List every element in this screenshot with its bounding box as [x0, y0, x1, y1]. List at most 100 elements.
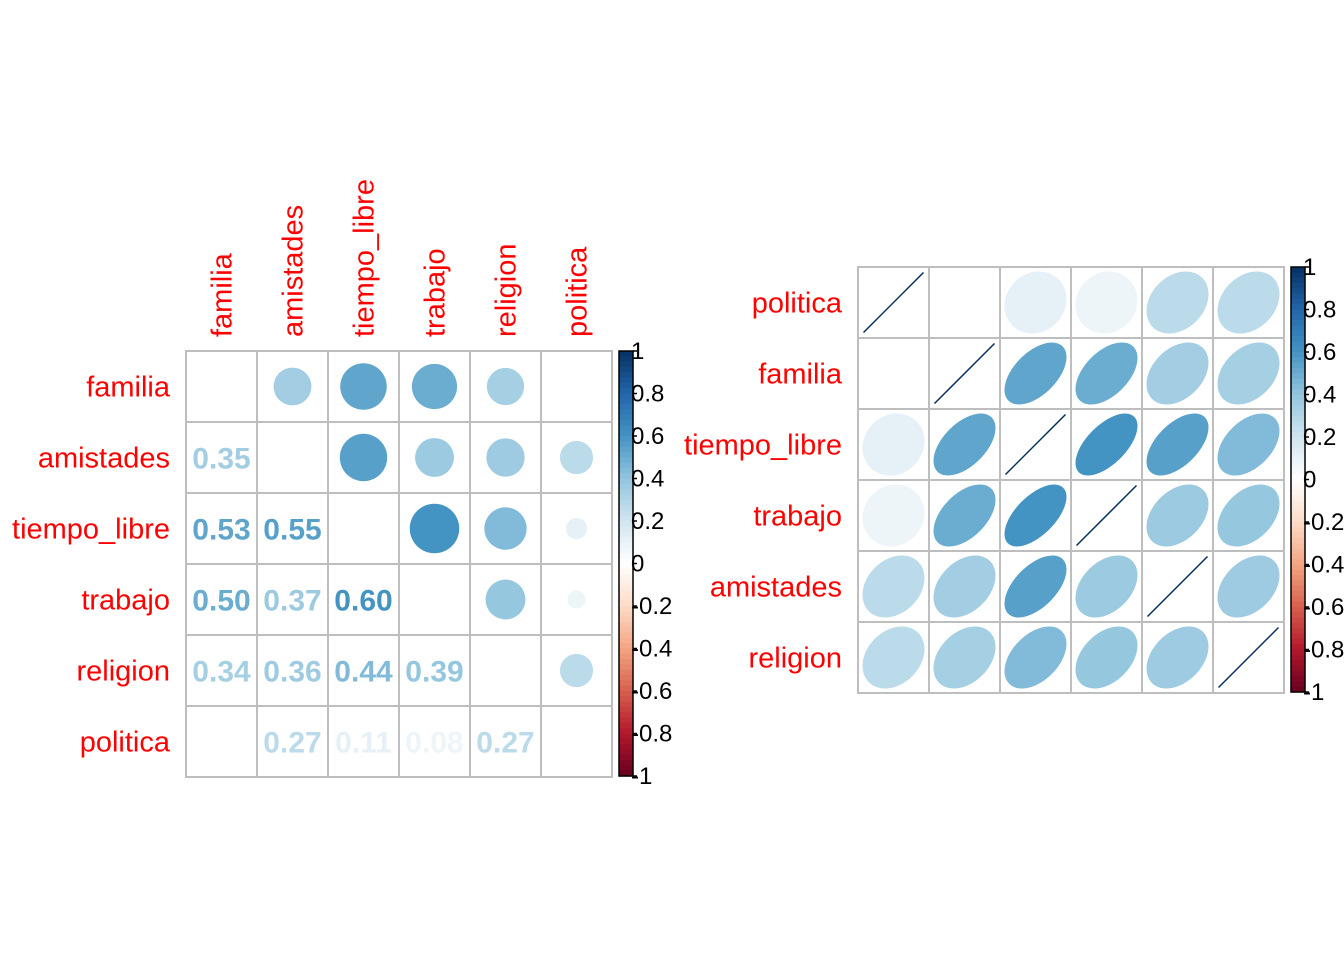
right-colorbar-segment	[1291, 484, 1305, 491]
left-colorbar-segment	[619, 552, 633, 559]
left-colorbar-segment	[619, 393, 633, 400]
right-colorbar-tick-label: 0.6	[1303, 339, 1336, 366]
left-grid-cell	[256, 421, 329, 494]
right-colorbar-segment	[1291, 325, 1305, 332]
left-colorbar-segment	[619, 366, 633, 373]
right-colorbar-segment	[1291, 686, 1305, 693]
left-circle-amistades-trabajo	[415, 438, 454, 477]
left-colorbar-segment	[619, 377, 633, 384]
right-colorbar-segment	[1291, 447, 1305, 454]
right-row-label: familia	[758, 359, 843, 391]
right-colorbar-segment	[1291, 346, 1305, 353]
left-grid-cell	[469, 705, 542, 778]
right-colorbar-segment	[1291, 298, 1305, 305]
left-colorbar-segment	[619, 675, 633, 681]
right-colorbar-segment	[1291, 452, 1305, 459]
right-ellipse-tiempo_libre-familia	[933, 413, 996, 476]
left-colorbar-segment	[619, 494, 633, 501]
left-colorbar-segment	[619, 441, 633, 448]
left-colorbar-segment	[619, 722, 633, 729]
right-row-label: politica	[752, 288, 843, 320]
right-colorbar-tick-label: -1	[1303, 679, 1324, 706]
left-colorbar-segment	[619, 574, 633, 581]
left-col-label: amistades	[278, 205, 310, 337]
left-colorbar-segment	[619, 632, 633, 639]
right-ellipse-tiempo_libre-politica	[862, 413, 925, 476]
left-colorbar-segment	[619, 653, 633, 660]
right-colorbar-segment	[1291, 431, 1305, 438]
left-colorbar-segment	[619, 430, 633, 437]
right-colorbar-segment	[1291, 495, 1305, 502]
right-colorbar-segment	[1291, 617, 1305, 624]
right-colorbar-segment	[1291, 681, 1305, 688]
left-colorbar-segment	[619, 744, 633, 751]
right-colorbar-segment	[1291, 320, 1305, 327]
left-colorbar-segment	[619, 356, 633, 363]
right-ellipse-familia-amistades	[1146, 342, 1209, 405]
right-colorbar-segment	[1291, 362, 1305, 369]
left-col-label: familia	[207, 252, 239, 337]
left-row-label: religion	[77, 656, 171, 688]
right-colorbar-tick-label: 0.8	[1303, 297, 1336, 324]
right-colorbar-segment	[1291, 336, 1305, 342]
left-row-label: tiempo_libre	[12, 514, 170, 546]
right-ellipse-politica-trabajo	[1075, 271, 1138, 334]
left-value-politica-trabajo: 0.08	[405, 727, 463, 760]
left-grid-cell	[185, 350, 258, 423]
right-ellipse-religion-amistades	[1146, 626, 1209, 689]
right-colorbar-segment	[1291, 522, 1305, 528]
left-value-religion-amistades: 0.36	[263, 656, 321, 689]
right-colorbar-segment	[1291, 506, 1305, 512]
left-value-amistades-familia: 0.35	[192, 443, 250, 476]
right-colorbar-segment	[1291, 564, 1305, 571]
left-colorbar-segment	[619, 351, 633, 357]
left-colorbar-segment	[619, 542, 633, 549]
left-value-politica-amistades: 0.27	[263, 727, 321, 760]
left-colorbar-segment	[619, 388, 633, 395]
left-value-trabajo-familia: 0.50	[192, 585, 250, 618]
left-grid-cell	[327, 634, 400, 707]
left-value-religion-tiempo_libre: 0.44	[334, 656, 393, 689]
left-circle-trabajo-religion	[485, 579, 526, 620]
right-colorbar-segment	[1291, 654, 1305, 661]
left-colorbar-segment	[619, 664, 633, 671]
left-colorbar-segment	[619, 584, 633, 591]
right-ellipse-religion-tiempo_libre	[1004, 626, 1067, 689]
right-ellipse-tiempo_libre-amistades	[1146, 413, 1209, 476]
left-colorbar-segment	[619, 526, 633, 533]
right-ellipse-politica-familia	[933, 271, 996, 334]
right-colorbar-segment	[1291, 415, 1305, 422]
left-colorbar-segment	[619, 436, 633, 442]
left-value-politica-tiempo_libre: 0.11	[335, 727, 392, 760]
left-value-religion-trabajo: 0.39	[405, 656, 463, 689]
right-ellipse-trabajo-tiempo_libre	[1004, 484, 1067, 547]
left-colorbar-segment	[619, 621, 633, 628]
left-circle-tiempo_libre-trabajo	[409, 503, 460, 554]
left-colorbar-segment	[619, 669, 633, 676]
left-col-label: tiempo_libre	[349, 179, 381, 337]
left-colorbar-segment	[619, 568, 633, 575]
right-colorbar-segment	[1291, 304, 1305, 311]
right-colorbar-segment	[1291, 293, 1305, 300]
left-circle-familia-religion	[486, 367, 525, 406]
right-colorbar-segment	[1291, 309, 1305, 316]
right-diagonal-line	[1075, 484, 1138, 547]
right-colorbar-segment	[1291, 383, 1305, 390]
left-grid-cell	[469, 421, 542, 494]
right-ellipse-amistades-politica	[862, 555, 925, 618]
left-grid-cell	[540, 705, 613, 778]
left-colorbar-segment	[619, 648, 633, 655]
left-colorbar-tick-label: -0.6	[631, 678, 672, 705]
left-grid-cell	[398, 563, 471, 636]
left-colorbar-segment	[619, 770, 633, 777]
right-colorbar-segment	[1291, 511, 1305, 518]
right-ellipse-tiempo_libre-religion	[1217, 413, 1280, 476]
right-colorbar-segment	[1291, 394, 1305, 401]
left-colorbar-segment	[619, 446, 633, 453]
left-grid-cell	[540, 492, 613, 565]
right-colorbar-segment	[1291, 389, 1305, 396]
right-ellipse-familia-tiempo_libre	[1004, 342, 1067, 405]
left-colorbar-segment	[619, 547, 633, 554]
right-colorbar-segment	[1291, 548, 1305, 555]
right-colorbar-segment	[1291, 373, 1305, 380]
